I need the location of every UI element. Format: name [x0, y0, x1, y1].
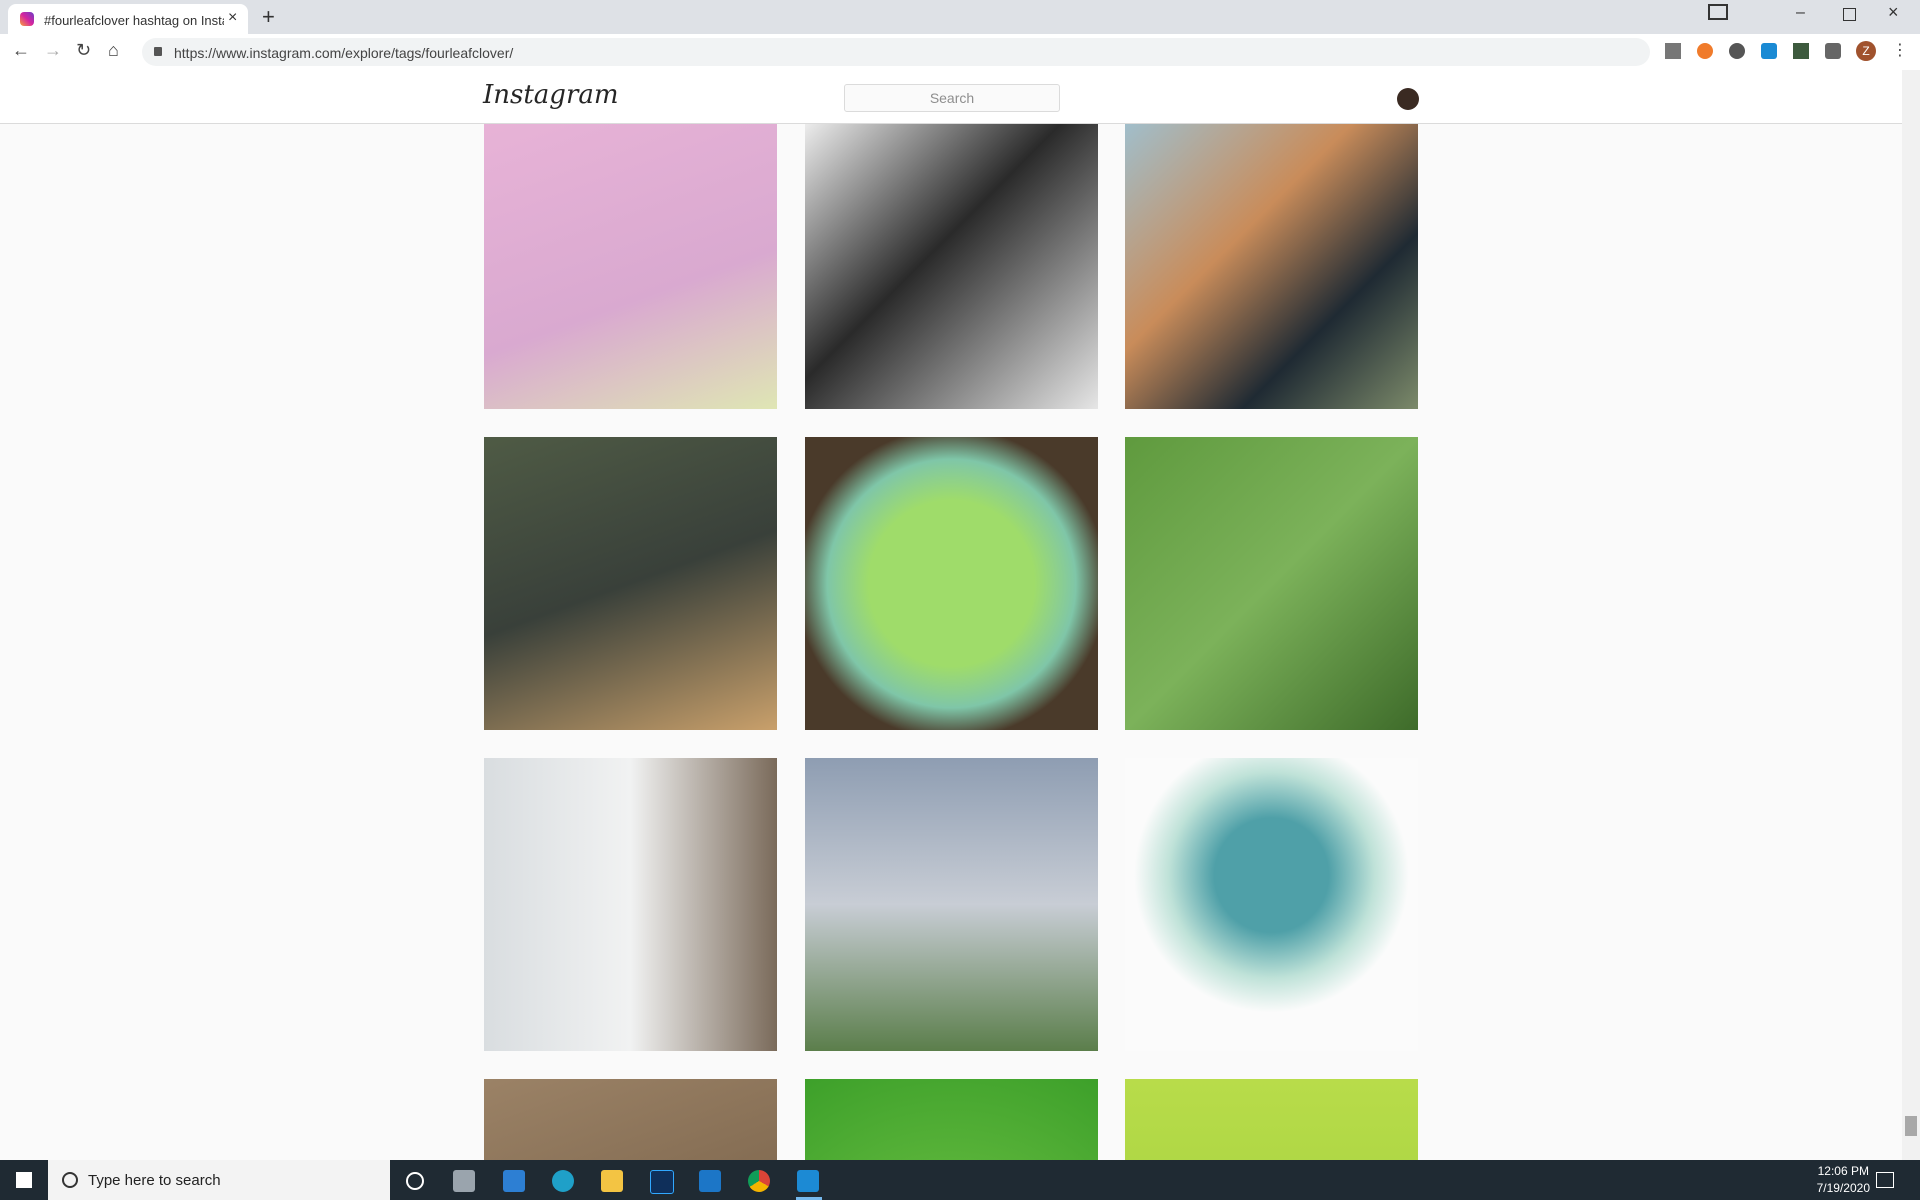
new-tab[interactable]: +	[262, 4, 275, 29]
url: https://www.instagram.com/explore/tags/f…	[174, 45, 514, 61]
profile-avatar[interactable]	[1397, 88, 1419, 110]
store[interactable]	[503, 1170, 525, 1192]
post[interactable]	[805, 437, 1098, 730]
cortana[interactable]	[406, 1172, 424, 1190]
post[interactable]	[1125, 758, 1418, 1051]
logo[interactable]: Instagram	[483, 80, 619, 110]
address-bar: ← → ↻ ⌂ https://www.instagram.com/explor…	[0, 34, 1920, 71]
post[interactable]	[1125, 1079, 1418, 1160]
post-grid	[0, 124, 1902, 1160]
forward[interactable]: →	[44, 40, 62, 60]
post[interactable]	[805, 758, 1098, 1051]
post[interactable]	[1125, 124, 1418, 409]
extension[interactable]	[1697, 43, 1713, 59]
extension[interactable]	[1729, 43, 1745, 59]
reload[interactable]: ↻	[76, 40, 92, 60]
back[interactable]: ←	[12, 40, 30, 60]
scrollbar[interactable]	[1902, 70, 1920, 1160]
scroll-thumb[interactable]	[1905, 1116, 1917, 1136]
tab-close[interactable]: ×	[228, 9, 238, 26]
taskbar-search-text: Type here to search	[88, 1172, 221, 1189]
notifications[interactable]	[1876, 1172, 1894, 1188]
explorer[interactable]	[601, 1170, 623, 1192]
tab-search[interactable]	[1708, 4, 1728, 20]
mail[interactable]	[699, 1170, 721, 1192]
post[interactable]	[1125, 437, 1418, 730]
extensions-menu[interactable]	[1825, 43, 1841, 59]
time: 12:06 PM	[1817, 1164, 1869, 1178]
post[interactable]	[484, 124, 777, 409]
start-button[interactable]	[16, 1172, 32, 1188]
tab-title: #fourleafclover hashtag on Instag	[44, 13, 224, 28]
post[interactable]	[805, 1079, 1098, 1160]
close-window[interactable]: ×	[1888, 2, 1899, 22]
profile[interactable]: Z	[1856, 41, 1876, 61]
maximize[interactable]	[1843, 8, 1856, 21]
favicon	[20, 12, 34, 26]
instagram-header: Instagram Search	[0, 70, 1902, 124]
home[interactable]: ⌂	[108, 40, 119, 60]
post[interactable]	[805, 124, 1098, 409]
date: 7/19/2020	[1816, 1181, 1870, 1195]
lock-icon	[154, 47, 162, 56]
extension[interactable]	[1761, 43, 1777, 59]
app[interactable]	[797, 1170, 819, 1192]
edge[interactable]	[552, 1170, 574, 1192]
minimize[interactable]: –	[1796, 4, 1805, 21]
task-view[interactable]	[453, 1170, 475, 1192]
tab-bar: #fourleafclover hashtag on Instag × + – …	[0, 0, 1920, 34]
photoshop[interactable]	[650, 1170, 674, 1194]
clock[interactable]: 12:06 PM 7/19/2020	[1817, 1163, 1870, 1197]
extension[interactable]	[1665, 43, 1681, 59]
taskbar-search[interactable]: Type here to search	[48, 1160, 390, 1200]
search-icon	[62, 1172, 78, 1188]
omnibox[interactable]: https://www.instagram.com/explore/tags/f…	[142, 38, 1650, 66]
extension[interactable]	[1793, 43, 1809, 59]
menu[interactable]: ⋮	[1892, 42, 1908, 59]
active-indicator	[796, 1197, 822, 1200]
post[interactable]	[484, 1079, 777, 1160]
post[interactable]	[484, 437, 777, 730]
taskbar: Type here to search 12:06 PM 7/19/2020	[0, 1160, 1920, 1200]
chrome[interactable]	[748, 1170, 770, 1192]
tab[interactable]: #fourleafclover hashtag on Instag ×	[8, 4, 248, 34]
search-box[interactable]: Search	[844, 84, 1060, 112]
post[interactable]	[484, 758, 777, 1051]
